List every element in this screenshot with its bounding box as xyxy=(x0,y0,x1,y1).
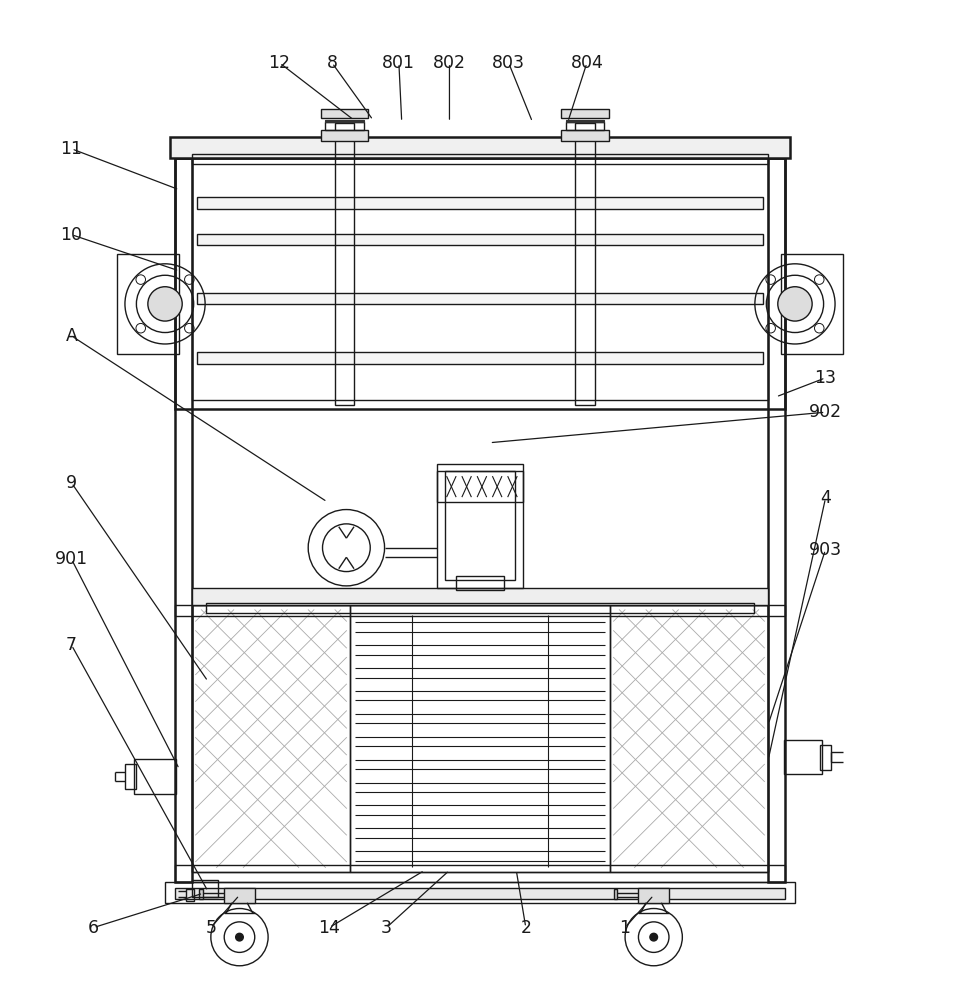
Bar xyxy=(610,605,768,872)
Bar xyxy=(768,158,785,882)
Text: 3: 3 xyxy=(381,919,392,937)
Bar xyxy=(125,764,136,789)
Bar xyxy=(437,471,523,502)
Bar xyxy=(175,158,785,409)
Text: 801: 801 xyxy=(382,54,416,72)
Bar xyxy=(780,254,843,354)
Text: 9: 9 xyxy=(66,474,77,492)
Bar xyxy=(165,882,795,903)
Bar xyxy=(562,130,609,141)
Bar xyxy=(197,197,763,209)
Bar xyxy=(192,588,768,605)
Text: 5: 5 xyxy=(205,919,216,937)
Bar xyxy=(437,464,523,588)
Bar xyxy=(820,745,831,770)
Text: 14: 14 xyxy=(319,919,340,937)
Bar xyxy=(321,109,369,118)
Bar xyxy=(192,880,219,897)
Bar xyxy=(186,889,194,901)
Text: 6: 6 xyxy=(88,919,99,937)
Text: 802: 802 xyxy=(433,54,466,72)
Bar xyxy=(197,234,763,245)
Bar xyxy=(175,158,192,882)
Bar xyxy=(192,605,768,872)
Text: 903: 903 xyxy=(809,541,842,559)
Bar xyxy=(783,740,822,774)
Text: 1: 1 xyxy=(619,919,631,937)
Circle shape xyxy=(650,933,658,941)
Bar xyxy=(562,109,609,118)
Text: 2: 2 xyxy=(520,919,531,937)
Bar xyxy=(175,865,785,882)
Bar xyxy=(117,254,180,354)
Bar xyxy=(200,889,204,899)
Bar xyxy=(325,122,364,130)
Bar xyxy=(613,889,617,899)
Circle shape xyxy=(148,287,182,321)
Bar xyxy=(565,122,604,130)
Text: 902: 902 xyxy=(809,403,842,421)
Bar xyxy=(192,154,768,164)
Text: 901: 901 xyxy=(55,550,88,568)
Bar xyxy=(175,605,785,616)
Bar xyxy=(192,158,768,400)
Bar xyxy=(197,352,763,364)
Bar xyxy=(575,123,594,405)
Bar xyxy=(175,888,785,899)
Text: 10: 10 xyxy=(60,226,83,244)
Bar xyxy=(444,471,516,580)
Circle shape xyxy=(778,287,812,321)
Text: A: A xyxy=(65,327,78,345)
Circle shape xyxy=(235,933,243,941)
Bar xyxy=(170,137,790,158)
Bar xyxy=(638,888,669,903)
Text: 804: 804 xyxy=(570,54,603,72)
Bar xyxy=(456,576,504,590)
Bar xyxy=(134,759,177,794)
Bar xyxy=(335,123,354,405)
Text: 13: 13 xyxy=(814,369,836,387)
Bar xyxy=(206,603,754,613)
Bar xyxy=(321,130,369,141)
Text: 803: 803 xyxy=(492,54,525,72)
Bar xyxy=(225,888,254,903)
Bar xyxy=(197,293,763,304)
Text: 4: 4 xyxy=(820,489,831,507)
Text: 12: 12 xyxy=(269,54,291,72)
Bar xyxy=(350,605,610,872)
Text: 7: 7 xyxy=(66,636,77,654)
Text: 8: 8 xyxy=(326,54,338,72)
Text: 11: 11 xyxy=(60,140,83,158)
Bar xyxy=(192,605,350,872)
